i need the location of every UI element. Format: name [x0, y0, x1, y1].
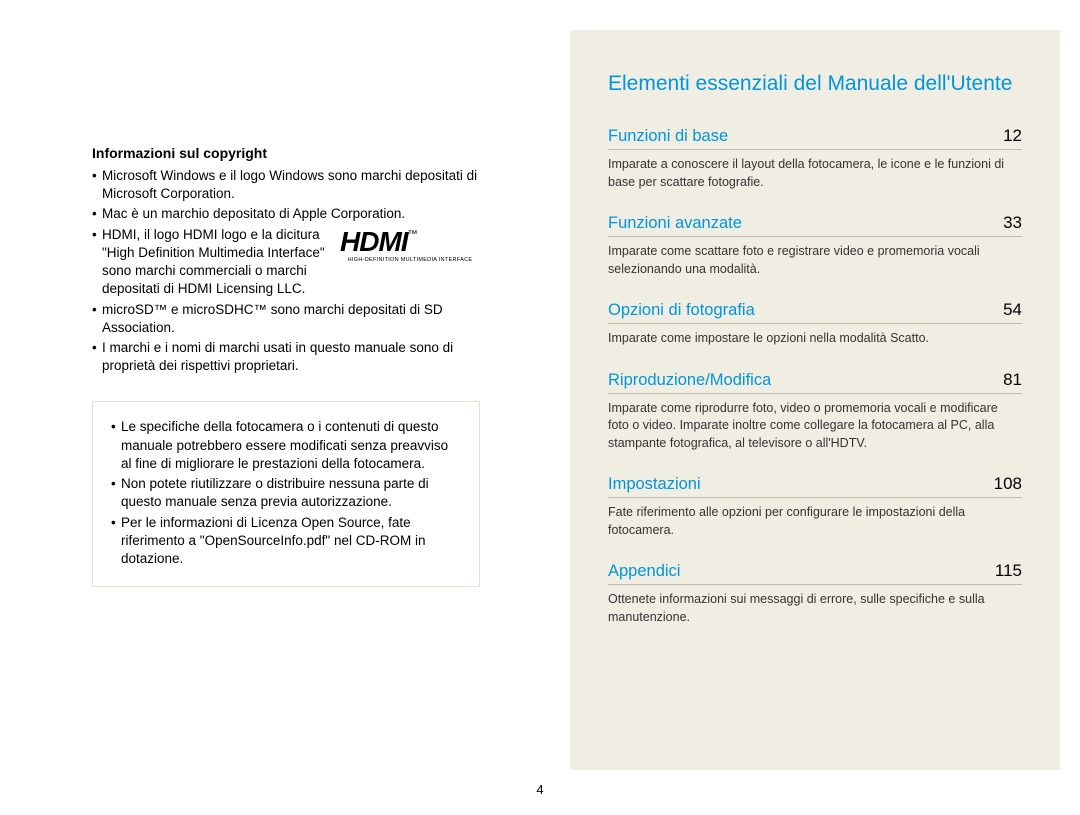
toc-entry: Riproduzione/Modifica 81 Imparate come r…: [608, 370, 1022, 453]
toc-page: 115: [995, 561, 1022, 581]
toc-row: Impostazioni 108: [608, 474, 1022, 498]
toc-desc: Imparate a conoscere il layout della fot…: [608, 156, 1022, 191]
left-column: Informazioni sul copyright Microsoft Win…: [20, 30, 510, 795]
toc-entry: Appendici 115 Ottenete informazioni sui …: [608, 561, 1022, 626]
hdmi-tm: ™: [408, 229, 418, 240]
toc-page: 33: [1003, 213, 1022, 233]
hdmi-logo-icon: HDMI™ HIGH-DEFINITION MULTIMEDIA INTERFA…: [340, 228, 480, 265]
toc-entry: Opzioni di fotografia 54 Imparate come i…: [608, 300, 1022, 348]
copyright-item: I marchi e i nomi di marchi usati in que…: [92, 339, 480, 375]
copyright-list: Microsoft Windows e il logo Windows sono…: [92, 167, 480, 375]
toc-page: 108: [994, 474, 1022, 494]
toc-label: Appendici: [608, 562, 680, 581]
toc-desc: Ottenete informazioni sui messaggi di er…: [608, 591, 1022, 626]
hdmi-logo-text: HDMI: [340, 226, 408, 257]
notice-item: Per le informazioni di Licenza Open Sour…: [111, 514, 461, 569]
page-number: 4: [536, 782, 543, 797]
copyright-heading: Informazioni sul copyright: [92, 145, 480, 161]
toc-entry: Impostazioni 108 Fate riferimento alle o…: [608, 474, 1022, 539]
notice-item: Le specifiche della fotocamera o i conte…: [111, 418, 461, 473]
toc-page: 81: [1003, 370, 1022, 390]
toc-label: Opzioni di fotografia: [608, 301, 755, 320]
toc-desc: Imparate come riprodurre foto, video o p…: [608, 400, 1022, 453]
toc-label: Riproduzione/Modifica: [608, 371, 771, 390]
toc-desc: Imparate come impostare le opzioni nella…: [608, 330, 1022, 348]
manual-page: Informazioni sul copyright Microsoft Win…: [0, 0, 1080, 815]
toc-label: Funzioni avanzate: [608, 214, 742, 233]
toc-row: Appendici 115: [608, 561, 1022, 585]
toc-entry: Funzioni avanzate 33 Imparate come scatt…: [608, 213, 1022, 278]
toc-row: Opzioni di fotografia 54: [608, 300, 1022, 324]
toc-label: Impostazioni: [608, 475, 701, 494]
notice-list: Le specifiche della fotocamera o i conte…: [111, 418, 461, 568]
toc-row: Funzioni di base 12: [608, 126, 1022, 150]
toc-entry: Funzioni di base 12 Imparate a conoscere…: [608, 126, 1022, 191]
notice-box: Le specifiche della fotocamera o i conte…: [92, 401, 480, 587]
toc-row: Riproduzione/Modifica 81: [608, 370, 1022, 394]
toc-desc: Fate riferimento alle opzioni per config…: [608, 504, 1022, 539]
toc-label: Funzioni di base: [608, 127, 728, 146]
toc-page: 54: [1003, 300, 1022, 320]
toc-title: Elementi essenziali del Manuale dell'Ute…: [608, 72, 1022, 96]
copyright-item: microSD™ e microSDHC™ sono marchi deposi…: [92, 301, 480, 337]
right-column: Elementi essenziali del Manuale dell'Ute…: [570, 30, 1060, 770]
copyright-item: Microsoft Windows e il logo Windows sono…: [92, 167, 480, 203]
toc-desc: Imparate come scattare foto e registrare…: [608, 243, 1022, 278]
hdmi-text: HDMI, il logo HDMI logo e la dicitura "H…: [102, 226, 342, 299]
toc-page: 12: [1003, 126, 1022, 146]
toc-row: Funzioni avanzate 33: [608, 213, 1022, 237]
notice-item: Non potete riutilizzare o distribuire ne…: [111, 475, 461, 511]
hdmi-subtitle: HIGH-DEFINITION MULTIMEDIA INTERFACE: [340, 257, 480, 264]
copyright-item: Mac è un marchio depositato di Apple Cor…: [92, 205, 480, 223]
copyright-item-hdmi: HDMI, il logo HDMI logo e la dicitura "H…: [92, 226, 480, 299]
